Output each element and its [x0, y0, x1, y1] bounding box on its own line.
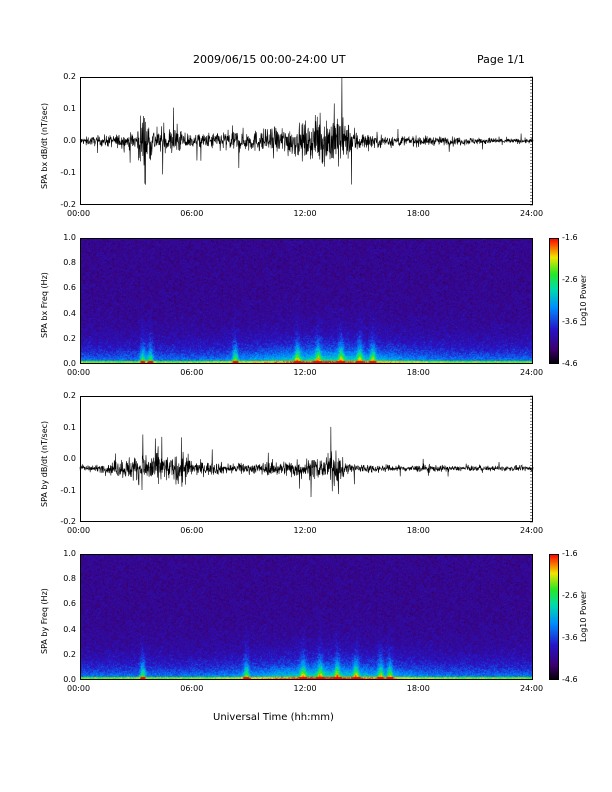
y-axis-label: SPA by Freq (Hz) — [40, 587, 49, 654]
plot-title: 2009/06/15 00:00-24:00 UT — [193, 53, 346, 66]
y-tick-label: 0.2 — [63, 649, 76, 659]
colorbar-gradient — [549, 238, 559, 364]
y-tick-label: -0.1 — [60, 168, 76, 177]
x-tick-label: 18:00 — [406, 209, 430, 218]
y-tick-label: 0.2 — [63, 72, 76, 81]
x-tick-label: 12:00 — [293, 526, 317, 535]
y-tick-label: 0.2 — [63, 391, 76, 400]
x-tick-label: 24:00 — [520, 368, 544, 377]
y-tick-label: 0.1 — [63, 104, 76, 113]
y-tick-label: 0.8 — [63, 574, 76, 584]
plot-frame — [80, 554, 533, 680]
colorbar-frame — [549, 238, 559, 364]
y-tick-label: 1.0 — [63, 233, 76, 242]
colorbar-tick-label: -1.6 — [562, 549, 578, 558]
spectrogram-canvas — [80, 554, 533, 680]
y-tick-label: 0.0 — [63, 359, 76, 368]
x-tick-label: 00:00 — [67, 526, 91, 535]
y-tick-label: 0.0 — [63, 675, 76, 684]
x-tick-label: 24:00 — [520, 684, 544, 693]
x-tick-label: 06:00 — [180, 684, 204, 693]
y-tick-label: 0.4 — [63, 308, 76, 318]
y-tick-label: 0.0 — [63, 454, 76, 463]
x-tick-label: 12:00 — [293, 368, 317, 377]
colorbar-tick-label: -3.6 — [562, 317, 578, 326]
y-tick-label: 1.0 — [63, 549, 76, 558]
x-tick-label: 24:00 — [520, 526, 544, 535]
spectrogram-canvas — [80, 238, 533, 364]
colorbar-tick-label: -2.6 — [562, 591, 578, 600]
x-tick-label: 00:00 — [67, 684, 91, 693]
plot-frame — [80, 238, 533, 364]
x-tick-label: 24:00 — [520, 209, 544, 218]
y-axis-label: SPA by dB/dt (nT/sec) — [40, 421, 49, 508]
x-tick-label: 06:00 — [180, 368, 204, 377]
x-tick-label: 18:00 — [406, 368, 430, 377]
colorbar-title: Log10 Power — [579, 590, 588, 642]
colorbar-frame — [549, 554, 559, 680]
y-tick-label: -0.2 — [60, 517, 76, 526]
y-tick-label: 0.8 — [63, 258, 76, 268]
y-tick-label: -0.1 — [60, 485, 76, 495]
page-indicator: Page 1/1 — [477, 53, 525, 66]
y-tick-label: 0.6 — [63, 599, 76, 609]
x-axis-label: Universal Time (hh:mm) — [213, 712, 334, 723]
colorbar-tick-label: -2.6 — [562, 275, 578, 284]
plot-frame — [80, 396, 533, 522]
colorbar-title: Log10 Power — [579, 274, 588, 326]
y-axis-label: SPA bx dB/dt (nT/sec) — [40, 103, 49, 190]
x-tick-label: 18:00 — [406, 526, 430, 535]
x-tick-label: 12:00 — [293, 209, 317, 218]
page-header: 2009/06/15 00:00-24:00 UT Page 1/1 — [0, 53, 612, 67]
x-tick-label: 12:00 — [293, 684, 317, 693]
colorbar-tick-label: -1.6 — [562, 233, 578, 242]
y-tick-label: 0.0 — [63, 136, 76, 145]
plot-frame — [80, 77, 533, 205]
y-tick-label: 0.4 — [63, 624, 76, 634]
x-tick-label: 06:00 — [180, 209, 204, 218]
x-tick-label: 18:00 — [406, 684, 430, 693]
y-tick-label: 0.6 — [63, 283, 76, 293]
colorbar-gradient — [549, 554, 559, 680]
colorbar-tick-label: -4.6 — [562, 675, 578, 684]
y-tick-label: 0.1 — [63, 422, 76, 432]
x-tick-label: 00:00 — [67, 209, 91, 218]
y-axis-label: SPA bx Freq (Hz) — [40, 271, 49, 338]
colorbar-tick-label: -4.6 — [562, 359, 578, 368]
y-tick-label: 0.2 — [63, 333, 76, 343]
colorbar-tick-label: -3.6 — [562, 633, 578, 642]
x-tick-label: 00:00 — [67, 368, 91, 377]
x-tick-label: 06:00 — [180, 526, 204, 535]
y-tick-label: -0.2 — [60, 200, 76, 209]
